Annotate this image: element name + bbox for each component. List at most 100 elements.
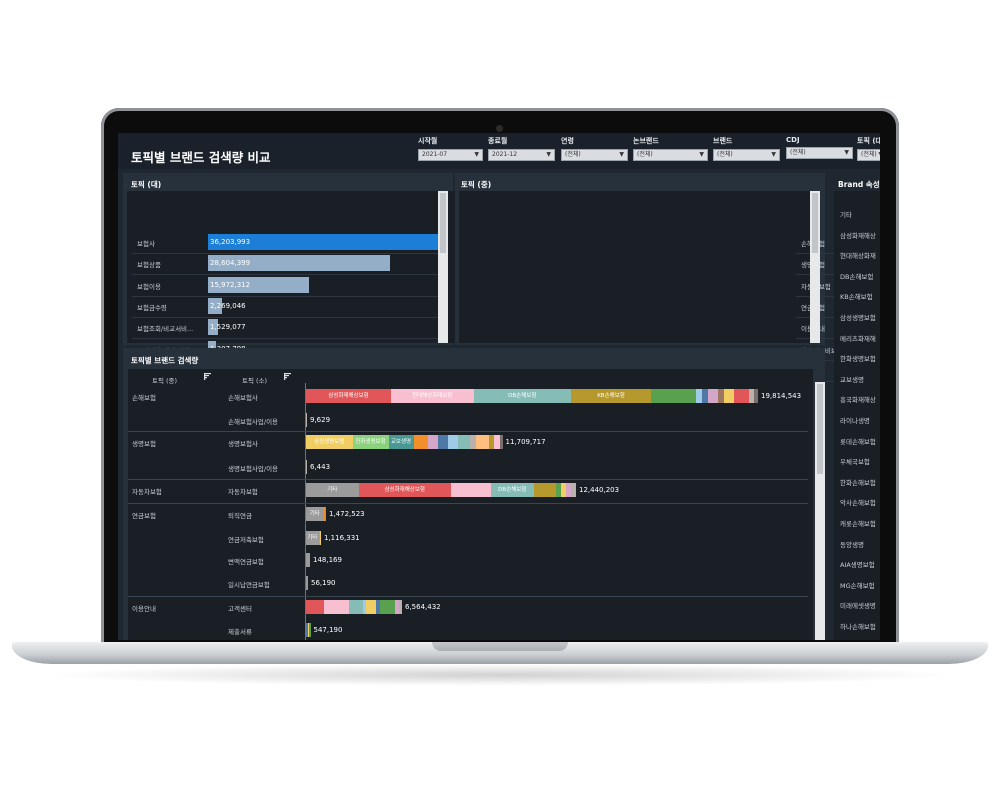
bar-segment[interactable]: [556, 483, 561, 497]
bar-segment[interactable]: [320, 531, 321, 545]
brand-item[interactable]: 흥국화재해상: [840, 396, 876, 405]
brand-item[interactable]: 동양생명: [840, 540, 864, 549]
sub-label[interactable]: 변액연금보험: [228, 558, 264, 566]
filter-2[interactable]: 연령 (전체) ▼: [561, 136, 628, 161]
bar[interactable]: [208, 297, 223, 314]
sub-label[interactable]: 손해보험사업/이용: [228, 418, 279, 426]
brand-item[interactable]: 롯데손해보험: [840, 437, 876, 446]
bar[interactable]: [208, 255, 390, 272]
brand-item[interactable]: 한화생명보험: [840, 355, 876, 364]
bar-segment[interactable]: [306, 553, 310, 567]
bar-segment[interactable]: 기타: [306, 483, 359, 497]
bar-segment[interactable]: [724, 389, 734, 403]
brand-item[interactable]: AIA생명보험: [840, 561, 875, 570]
brand-item[interactable]: DB손해보험: [840, 272, 874, 281]
filter-dropdown[interactable]: (전체)▼: [857, 149, 880, 161]
filter-dropdown[interactable]: (전체)▼: [713, 149, 780, 161]
group-label[interactable]: 생명보험: [132, 440, 156, 448]
group-label[interactable]: 이용안내: [132, 605, 156, 613]
brand-item[interactable]: MG손해보험: [840, 581, 875, 590]
bar-segment[interactable]: [306, 600, 324, 614]
sub-label[interactable]: 자동차보험: [228, 488, 258, 496]
bar-segment[interactable]: DB손해보험: [491, 483, 534, 497]
brand-item[interactable]: 라이나생명: [840, 417, 870, 425]
scrollbar-thumb[interactable]: [817, 384, 823, 474]
brand-item[interactable]: 하나손해보험: [840, 623, 876, 631]
bar-segment[interactable]: [306, 576, 308, 590]
bar-segment[interactable]: [447, 435, 458, 449]
row-label[interactable]: 보험상품: [137, 261, 161, 270]
bar-segment[interactable]: [734, 389, 749, 403]
bar-segment[interactable]: [348, 600, 363, 614]
brand-item[interactable]: 메리츠화재해: [840, 334, 876, 343]
bar-segment[interactable]: [651, 389, 696, 403]
bar-segment[interactable]: [754, 389, 758, 403]
bar-segment[interactable]: [702, 389, 708, 403]
row-label[interactable]: 보험사: [137, 240, 155, 248]
bar-segment[interactable]: [696, 389, 702, 403]
group-label[interactable]: 손해보험: [132, 394, 156, 402]
filter-dropdown[interactable]: (전체)▼: [561, 149, 628, 161]
sort-icon[interactable]: [204, 373, 211, 380]
scrollbar[interactable]: [438, 191, 448, 343]
filter-5[interactable]: CDJ (전체) ▼: [786, 136, 853, 159]
filter-dropdown[interactable]: 2021-12 ▼: [488, 149, 555, 161]
row-label[interactable]: 보험조회/비교서비...: [137, 325, 194, 334]
brand-item[interactable]: 기타: [840, 211, 852, 219]
bar-segment[interactable]: [309, 623, 311, 637]
sub-label[interactable]: 생명보험사: [228, 440, 258, 448]
bar-segment[interactable]: [306, 413, 307, 427]
bar-segment[interactable]: KB손해보험: [571, 389, 651, 403]
bar-segment[interactable]: 기타: [306, 531, 319, 545]
brand-item[interactable]: 캐롯손해보험: [840, 520, 876, 528]
bar-segment[interactable]: [318, 531, 320, 545]
bar-segment[interactable]: 기타: [306, 507, 324, 521]
row-label[interactable]: 보험이용: [137, 282, 161, 291]
bar-segment[interactable]: [323, 600, 349, 614]
brand-item[interactable]: 삼성생명보험: [840, 314, 876, 322]
bar-segment[interactable]: [398, 600, 402, 614]
brand-item[interactable]: 우체국보험: [840, 458, 870, 467]
brand-item[interactable]: 현대해상화재: [840, 252, 876, 261]
row-label[interactable]: 보험금수령: [137, 303, 167, 312]
brand-item[interactable]: 미래에셋생명: [840, 602, 876, 611]
brand-item[interactable]: 교보생명: [840, 375, 864, 384]
bar-segment[interactable]: [566, 483, 571, 497]
scrollbar[interactable]: [815, 382, 825, 640]
bar-segment[interactable]: [476, 435, 489, 449]
bar-segment[interactable]: [708, 389, 718, 403]
scrollbar-thumb[interactable]: [812, 193, 818, 253]
filter-dropdown[interactable]: 2021-07 ▼: [418, 149, 483, 161]
bar-segment[interactable]: [749, 389, 754, 403]
bar-segment[interactable]: [306, 623, 308, 637]
brand-item[interactable]: 한화손해보험: [840, 478, 876, 487]
bar-segment[interactable]: [533, 483, 556, 497]
bar-segment[interactable]: 삼성화재해상보험: [358, 483, 451, 497]
sub-label[interactable]: 생명보험사업/이용: [228, 465, 279, 473]
brand-item[interactable]: 악사손해보험: [840, 499, 876, 508]
bar-segment[interactable]: [307, 623, 309, 637]
bar[interactable]: [208, 319, 218, 336]
filter-6[interactable]: 토픽 (대 (전체)▼: [857, 136, 880, 161]
bar[interactable]: [208, 276, 310, 293]
bar-segment[interactable]: [380, 600, 395, 614]
bar-segment[interactable]: [561, 483, 566, 497]
scrollbar[interactable]: [810, 191, 820, 343]
bar-segment[interactable]: 현대해상화재보험: [391, 389, 474, 403]
bar-segment[interactable]: [376, 600, 380, 614]
sub-label[interactable]: 퇴직연금: [228, 512, 252, 520]
sub-label[interactable]: 제출서류: [228, 628, 252, 636]
bar-segment[interactable]: [718, 389, 724, 403]
bar-segment[interactable]: [499, 435, 503, 449]
filter-1[interactable]: 종료월 2021-12 ▼: [488, 136, 555, 161]
bar-segment[interactable]: 삼성생명보험: [306, 435, 353, 449]
bar-segment[interactable]: [395, 600, 399, 614]
bar-segment[interactable]: [457, 435, 470, 449]
filter-3[interactable]: 논브랜드 (전체) ▼: [633, 136, 708, 161]
sub-label[interactable]: 일시납연금보험: [228, 581, 270, 589]
group-label[interactable]: 연금보험: [132, 512, 156, 520]
filter-dropdown[interactable]: (전체)▼: [633, 149, 708, 161]
bar-segment[interactable]: [413, 435, 428, 449]
bar-segment[interactable]: 한화생명보험: [352, 435, 389, 449]
bar-segment[interactable]: [362, 600, 366, 614]
